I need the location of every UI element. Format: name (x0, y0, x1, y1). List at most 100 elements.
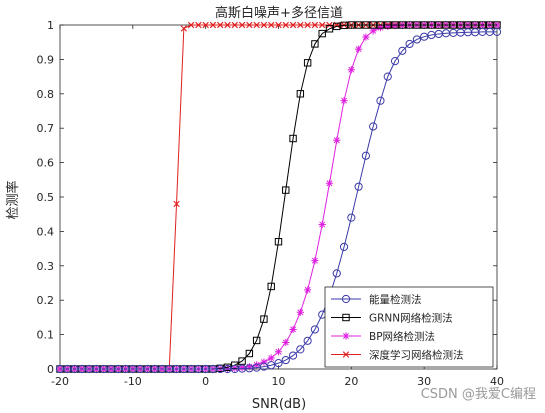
data-point (246, 21, 253, 29)
y-tick-label: 0.6 (37, 157, 55, 170)
series-line (60, 31, 497, 370)
data-point (297, 21, 304, 29)
data-point (311, 257, 319, 265)
data-point (391, 22, 399, 30)
data-point (260, 21, 268, 29)
legend-box (324, 286, 494, 368)
data-point (435, 21, 443, 29)
data-point (311, 21, 319, 29)
data-point (340, 97, 348, 105)
data-point (390, 57, 400, 66)
chart-title: 高斯白噪声+多径信道 (215, 5, 343, 21)
data-point (361, 151, 370, 160)
data-point (282, 21, 289, 29)
data-point (303, 336, 312, 345)
data-point (304, 21, 311, 29)
data-point (398, 21, 407, 29)
data-point (340, 21, 348, 30)
data-point (318, 220, 326, 229)
data-point (369, 122, 378, 131)
y-tick-label: 0.4 (37, 225, 55, 238)
data-point (354, 21, 363, 29)
data-point (217, 21, 224, 29)
watermark: CSDN @我爱C编程 (421, 387, 536, 402)
data-point (202, 21, 209, 29)
data-point (333, 22, 341, 31)
y-tick-label: 0.1 (37, 329, 55, 342)
data-point (289, 21, 297, 29)
data-point (383, 72, 392, 81)
x-tick-label: -10 (124, 375, 142, 388)
data-point (347, 213, 356, 222)
data-point (289, 134, 297, 143)
data-point (267, 282, 275, 291)
data-point (398, 46, 407, 55)
y-tick-label: 0.8 (37, 88, 55, 101)
data-point (492, 27, 502, 36)
y-tick-label: 0.5 (37, 191, 55, 204)
data-point (267, 354, 275, 362)
data-point (325, 179, 334, 187)
x-tick-label: 10 (272, 375, 286, 388)
legend-marker (341, 294, 351, 304)
data-point (296, 90, 305, 98)
data-point (282, 186, 290, 194)
data-point (260, 358, 268, 366)
data-point (427, 21, 436, 29)
data-point (412, 35, 421, 44)
data-point (253, 21, 260, 29)
data-point (245, 362, 253, 371)
data-point (413, 21, 421, 29)
data-point (209, 21, 217, 29)
data-point (274, 359, 283, 368)
data-point (354, 182, 363, 191)
y-axis-title: 检测率 (5, 180, 21, 219)
data-point (420, 21, 428, 29)
data-point (456, 21, 465, 29)
x-tick-label: 20 (344, 375, 358, 388)
y-tick-label: 0.3 (37, 260, 55, 273)
data-point (384, 21, 392, 29)
legend-entry: GRNN网络检测法 (331, 312, 453, 325)
data-point (224, 21, 231, 29)
legend-label: 能量检测法 (369, 293, 422, 306)
data-point (339, 242, 349, 251)
data-point (369, 27, 377, 35)
data-point (260, 315, 268, 323)
data-point (405, 39, 414, 49)
data-point (333, 136, 341, 144)
data-point (405, 21, 414, 29)
data-point (238, 364, 246, 372)
data-point (369, 21, 377, 29)
data-point (187, 21, 195, 29)
data-point (384, 22, 392, 30)
data-point (318, 29, 326, 38)
data-point (274, 348, 283, 356)
data-point (173, 200, 180, 208)
data-point (325, 25, 334, 33)
x-tick-label: -20 (51, 375, 69, 388)
data-point (253, 361, 261, 369)
legend-marker (342, 332, 350, 340)
y-tick-label: 1 (47, 19, 54, 32)
data-point (195, 21, 202, 29)
y-tick-label: 0.9 (37, 53, 55, 66)
data-point (289, 325, 297, 334)
data-point (311, 40, 319, 48)
data-point (245, 349, 254, 358)
data-point (288, 351, 298, 360)
y-tick-label: 0.7 (37, 122, 55, 135)
data-point (326, 21, 333, 29)
data-point (303, 59, 312, 67)
data-point (376, 96, 385, 105)
data-point (268, 21, 275, 29)
data-point (355, 45, 363, 53)
legend-entry: 深度学习网络检测法 (331, 349, 464, 362)
x-tick-label: 30 (417, 375, 431, 388)
data-point (238, 357, 246, 365)
data-point (442, 21, 450, 29)
data-point (319, 21, 326, 29)
data-point (231, 361, 239, 369)
data-point (180, 25, 188, 32)
legend-entry: 能量检测法 (331, 293, 422, 306)
